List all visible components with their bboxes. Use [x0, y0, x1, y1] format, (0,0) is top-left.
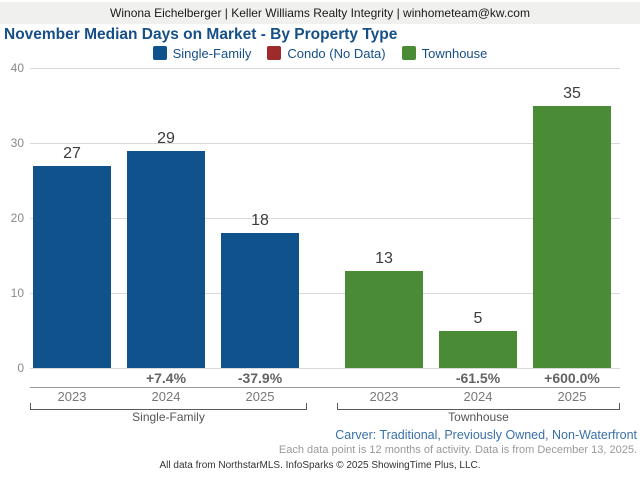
legend-swatch-icon	[152, 46, 167, 60]
y-axis-tick-label: 30	[10, 136, 24, 150]
x-axis-label-townhouse-2023: 2023	[369, 389, 399, 404]
group-bracket-townhouse	[337, 403, 620, 410]
legend-swatch-icon	[267, 46, 282, 60]
bar-single-family-2024[interactable]	[127, 150, 205, 368]
bar-value-label-townhouse-2025: 35	[563, 84, 581, 102]
legend-label: Single-Family	[172, 45, 252, 61]
y-axis-tick-label: 10	[10, 286, 24, 300]
bar-townhouse-2025[interactable]	[533, 105, 611, 368]
legend-item-condo-no-data[interactable]: Condo (No Data)	[267, 45, 386, 61]
bar-value-label-townhouse-2023: 13	[375, 249, 393, 267]
bar-single-family-2023[interactable]	[33, 165, 111, 368]
pct-change-label-single-family-2025: -37.9%	[237, 370, 283, 386]
x-axis-label-townhouse-2025: 2025	[557, 389, 587, 404]
legend-swatch-icon	[401, 46, 416, 60]
search-criteria-text: Carver: Traditional, Previously Owned, N…	[335, 428, 637, 442]
agent-contact-bar: Winona Eichelberger | Keller Williams Re…	[0, 2, 640, 24]
bar-value-label-single-family-2023: 27	[63, 144, 81, 162]
pct-change-label-single-family-2024: +7.4%	[145, 370, 187, 386]
bar-value-label-single-family-2024: 29	[157, 129, 175, 147]
bar-value-label-townhouse-2024: 5	[473, 309, 483, 327]
gridline-y-30	[30, 143, 620, 144]
y-axis-tick-label: 40	[10, 61, 24, 75]
legend-item-single-family[interactable]: Single-Family	[152, 45, 252, 61]
axis-divider-line	[30, 387, 620, 388]
gridline-y-20	[30, 218, 620, 219]
bar-townhouse-2024[interactable]	[439, 330, 517, 368]
chart-title: November Median Days on Market - By Prop…	[4, 26, 398, 43]
pct-change-label-townhouse-2025: +600.0%	[544, 370, 600, 386]
x-axis-label-single-family-2025: 2025	[245, 389, 275, 404]
attribution-text: All data from NorthstarMLS. InfoSparks ©…	[159, 460, 481, 471]
bar-value-label-single-family-2025: 18	[251, 212, 269, 229]
legend-label: Condo (No Data)	[287, 45, 386, 61]
group-label-townhouse: Townhouse	[448, 410, 509, 424]
bar-townhouse-2023[interactable]	[345, 270, 423, 368]
y-axis-tick-label: 0	[17, 361, 24, 375]
group-bracket-single-family	[30, 403, 307, 410]
legend-item-townhouse[interactable]: Townhouse	[401, 45, 488, 61]
x-axis-label-townhouse-2024: 2024	[463, 389, 493, 404]
x-axis-label-single-family-2023: 2023	[57, 389, 87, 404]
gridline-y-40	[30, 68, 620, 69]
gridline-y-0	[30, 368, 620, 369]
group-label-single-family: Single-Family	[132, 410, 205, 424]
chart-legend: Single-Family Condo (No Data) Townhouse	[0, 44, 640, 62]
legend-label: Townhouse	[421, 45, 488, 61]
gridline-y-10	[30, 293, 620, 294]
x-axis-label-single-family-2024: 2024	[151, 389, 181, 404]
bar-single-family-2025[interactable]	[221, 233, 299, 368]
data-note-text: Each data point is 12 months of activity…	[278, 444, 637, 456]
y-axis-tick-label: 20	[10, 211, 24, 225]
pct-change-label-townhouse-2024: -61.5%	[455, 370, 501, 386]
